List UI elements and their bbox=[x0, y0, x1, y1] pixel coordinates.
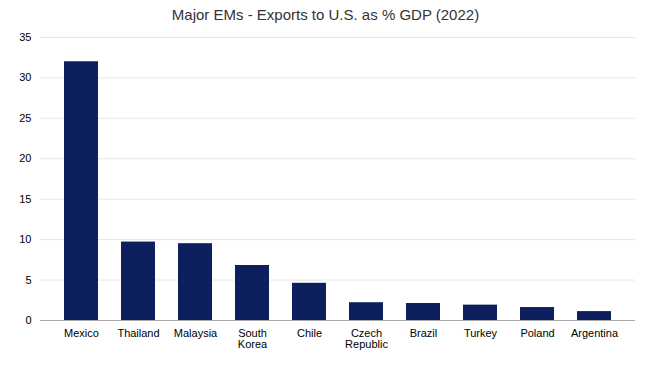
svg-text:Turkey: Turkey bbox=[464, 327, 498, 339]
svg-text:Mexico: Mexico bbox=[64, 327, 99, 339]
svg-text:Poland: Poland bbox=[520, 327, 554, 339]
svg-text:Brazil: Brazil bbox=[410, 327, 438, 339]
svg-text:Thailand: Thailand bbox=[117, 327, 159, 339]
svg-text:25: 25 bbox=[19, 112, 31, 124]
svg-text:35: 35 bbox=[19, 31, 31, 43]
svg-text:0: 0 bbox=[25, 314, 31, 326]
html-text:Major EMs - Exports to U.S. as: Major EMs - Exports to U.S. as % GDP (20… bbox=[171, 6, 480, 23]
svg-text:CzechRepublic: CzechRepublic bbox=[345, 327, 388, 350]
svg-text:Chile: Chile bbox=[297, 327, 322, 339]
svg-text:5: 5 bbox=[25, 274, 31, 286]
svg-text:Malaysia: Malaysia bbox=[174, 327, 218, 339]
svg-text:Argentina: Argentina bbox=[571, 327, 619, 339]
svg-text:15: 15 bbox=[19, 193, 31, 205]
svg-text:SouthKorea: SouthKorea bbox=[238, 327, 268, 350]
svg-text:30: 30 bbox=[19, 71, 31, 83]
svg-text:10: 10 bbox=[19, 233, 31, 245]
svg-text:20: 20 bbox=[19, 152, 31, 164]
